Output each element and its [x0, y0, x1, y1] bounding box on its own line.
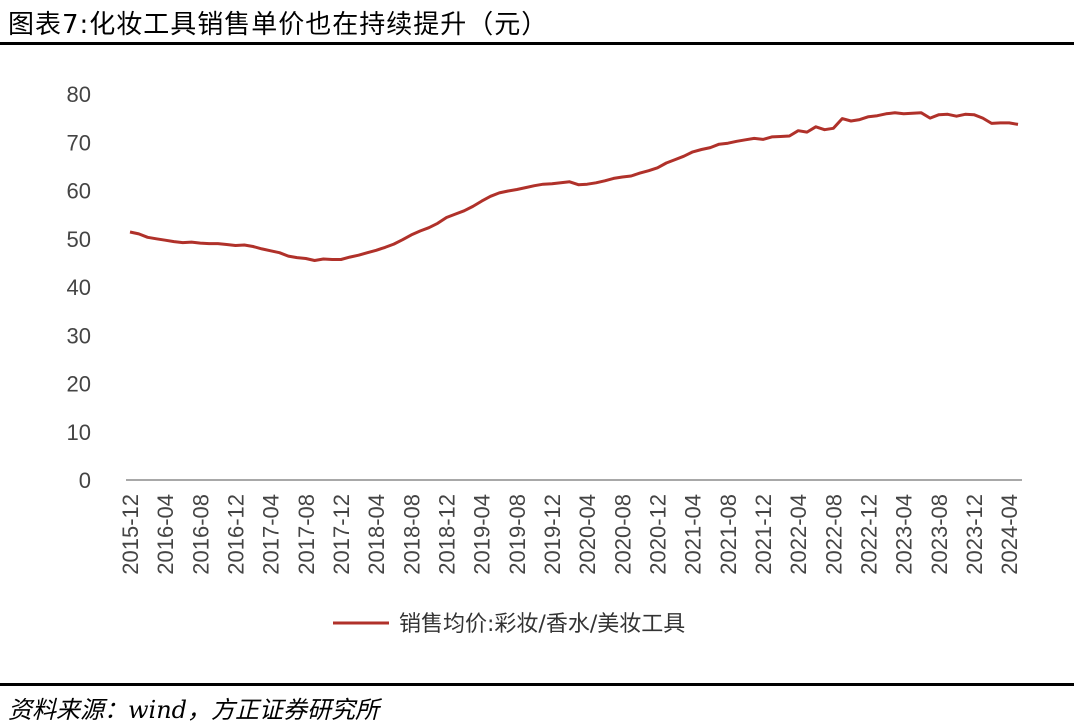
- x-tick-label: 2021-12: [751, 494, 776, 575]
- y-axis: 0 10 20 30 40 50 60 70 80: [67, 82, 91, 493]
- x-tick-label: 2020-12: [646, 494, 671, 575]
- y-tick-label: 30: [67, 323, 91, 348]
- x-tick-label: 2024-04: [997, 494, 1022, 575]
- y-tick-label: 80: [67, 82, 91, 107]
- x-tick-label: 2016-08: [188, 494, 213, 575]
- plot-area: [129, 111, 1019, 262]
- x-tick-label: 2016-12: [224, 494, 249, 575]
- x-tick-label: 2019-12: [540, 494, 565, 575]
- chart-title: 图表7:化妆工具销售单价也在持续提升（元）: [8, 10, 549, 40]
- x-tick-label: 2023-12: [962, 494, 987, 575]
- x-tick-label: 2021-04: [681, 494, 706, 575]
- top-rule: [0, 42, 1074, 45]
- y-tick-label: 60: [67, 179, 91, 204]
- x-tick-label: 2016-04: [153, 494, 178, 575]
- series-line: [129, 111, 1019, 262]
- x-tick-label: 2017-08: [294, 494, 319, 575]
- y-tick-label: 0: [79, 468, 91, 493]
- y-tick-label: 50: [67, 227, 91, 252]
- x-tick-label: 2020-04: [575, 494, 600, 575]
- x-tick-label: 2017-12: [329, 494, 354, 575]
- y-tick-label: 10: [67, 420, 91, 445]
- x-tick-label: 2015-12: [118, 494, 143, 575]
- x-tick-label: 2020-08: [610, 494, 635, 575]
- bottom-rule: [0, 683, 1074, 686]
- legend-label: 销售均价:彩妆/香水/美妆工具: [399, 612, 685, 637]
- x-tick-label: 2022-12: [857, 494, 882, 575]
- x-tick-label: 2019-04: [470, 494, 495, 575]
- x-tick-label: 2019-08: [505, 494, 530, 575]
- x-tick-label: 2018-04: [364, 494, 389, 575]
- x-tick-label: 2023-04: [892, 494, 917, 575]
- x-tick-label: 2021-08: [716, 494, 741, 575]
- x-tick-label: 2023-08: [927, 494, 952, 575]
- legend: 销售均价:彩妆/香水/美妆工具: [333, 612, 685, 637]
- x-tick-label: 2018-12: [435, 494, 460, 575]
- y-tick-label: 70: [67, 130, 91, 155]
- x-tick-label: 2017-04: [259, 494, 284, 575]
- y-tick-label: 20: [67, 372, 91, 397]
- x-axis: 2015-12 2016-04 2016-08 2016-12 2017-04 2017-…: [118, 479, 1022, 575]
- y-tick-label: 40: [67, 275, 91, 300]
- x-tick-label: 2018-08: [399, 494, 424, 575]
- source-note: 资料来源：wind，方正证券研究所: [8, 696, 380, 724]
- x-tick-label: 2022-04: [786, 494, 811, 575]
- x-tick-label: 2022-08: [821, 494, 846, 575]
